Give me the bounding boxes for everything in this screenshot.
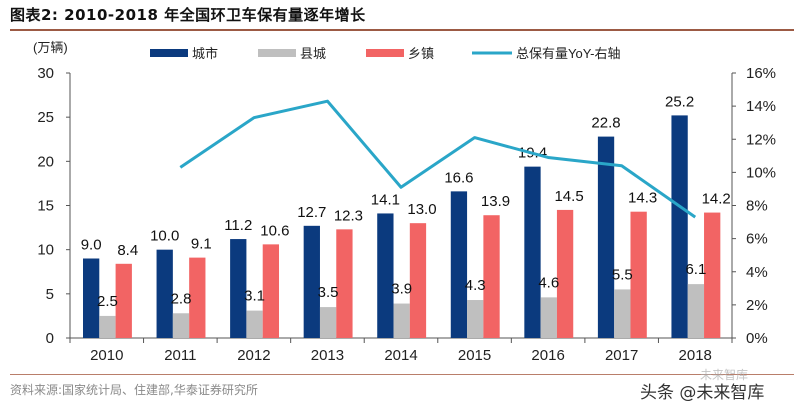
source-note: 资料来源:国家统计局、住建部,华泰证券研究所: [10, 383, 258, 397]
y-right-tick-label: 0%: [746, 330, 768, 347]
data-label-county: 3.1: [244, 288, 265, 305]
bar-city: [230, 239, 247, 338]
y-right-tick-label: 2%: [746, 297, 768, 314]
bar-county: [393, 303, 410, 338]
y-right-tick-label: 10%: [746, 164, 776, 181]
data-label-county: 5.5: [612, 266, 633, 283]
bar-town: [409, 223, 427, 338]
x-tick-label: 2016: [531, 347, 564, 364]
bar-town: [556, 209, 574, 338]
data-label-town: 13.0: [407, 201, 436, 218]
x-tick-label: 2015: [458, 347, 491, 364]
data-labels: 9.0 2.5 8.4 10.0 2.8 9.1 11.2 3.1 10.6 12.7 3.5 12.…: [81, 93, 731, 310]
data-label-town: 14.5: [554, 188, 583, 205]
y-left-tick-label: 15: [37, 198, 54, 215]
bar-city: [671, 115, 688, 339]
title-divider: [10, 29, 794, 31]
bar-county: [467, 300, 484, 338]
data-label-city: 25.2: [665, 93, 694, 110]
data-label-town: 12.3: [334, 207, 363, 224]
data-label-city: 22.8: [591, 115, 620, 132]
data-label-town: 10.6: [260, 222, 289, 239]
bar-county: [172, 313, 190, 338]
data-label-city: 9.0: [81, 237, 102, 254]
bar-city: [377, 213, 394, 338]
legend-city-swatch: [150, 49, 188, 57]
bar-city: [597, 136, 615, 338]
y-right-tick-label: 16%: [746, 65, 776, 82]
x-tick-label: 2010: [90, 347, 123, 364]
bar-town: [483, 215, 500, 338]
x-tick-label: 2013: [311, 347, 344, 364]
bar-town: [189, 257, 206, 338]
watermark-faint: 未来智库: [700, 368, 749, 382]
unit-label: (万辆): [33, 40, 68, 55]
bars: [83, 115, 721, 339]
bar-town: [115, 263, 132, 338]
data-label-county: 4.6: [538, 274, 559, 291]
x-tick-label: 2011: [164, 347, 196, 364]
bar-county: [99, 315, 116, 338]
data-label-county: 2.5: [97, 293, 118, 310]
bar-county: [246, 310, 263, 338]
legend: 城市 县城 乡镇 总保有量YoY-右轴: [150, 46, 621, 61]
data-label-county: 3.9: [391, 281, 412, 298]
legend-town-label: 乡镇: [408, 46, 434, 61]
y-left-tick-label: 0: [46, 330, 54, 347]
bar-town: [262, 244, 280, 338]
bar-county: [319, 307, 337, 338]
data-label-town: 13.9: [481, 193, 510, 210]
legend-town-swatch: [366, 49, 404, 57]
data-label-city: 16.6: [444, 169, 473, 186]
data-label-town: 8.4: [117, 242, 138, 259]
bar-town: [630, 211, 647, 338]
x-tick-label: 2014: [384, 347, 417, 364]
data-label-town: 14.2: [702, 191, 731, 208]
data-label-city: 12.7: [297, 204, 326, 221]
x-tick-label: 2012: [237, 347, 270, 364]
footer-divider: [10, 374, 794, 375]
yoy-line-group: [179, 99, 697, 219]
x-tick-label: 2017: [605, 347, 638, 364]
axes: 0 5 10 15 20 25 30 0% 2% 4% 6% 8% 10% 12% 14% 16% 2010 20…: [37, 65, 776, 364]
yoy-line: [179, 99, 697, 219]
bar-city: [524, 166, 541, 338]
legend-city-label: 城市: [192, 46, 218, 61]
bar-city: [83, 258, 100, 338]
x-tick-label: 2018: [679, 347, 712, 364]
data-label-county: 6.1: [685, 261, 706, 278]
legend-county-swatch: [258, 49, 296, 57]
y-right-tick-label: 14%: [746, 98, 776, 115]
bar-town: [336, 229, 353, 338]
bar-county: [614, 289, 631, 338]
bar-town: [704, 212, 721, 338]
legend-county-label: 县城: [300, 46, 326, 61]
y-left-tick-label: 5: [46, 286, 54, 303]
bar-city: [156, 249, 173, 338]
y-right-tick-label: 4%: [746, 264, 768, 281]
y-left-tick-label: 30: [37, 65, 54, 82]
data-label-county: 2.8: [171, 290, 192, 307]
bar-county: [540, 297, 557, 338]
watermark: 头条 @未来智库: [640, 383, 765, 403]
data-label-town: 14.3: [628, 190, 657, 207]
legend-yoy-label: 总保有量YoY-右轴: [516, 46, 621, 61]
data-label-city: 14.1: [371, 191, 400, 208]
data-label-county: 3.5: [318, 284, 339, 301]
data-label-county: 4.3: [465, 277, 486, 294]
figure-title: 图表2: 2010-2018 年全国环卫车保有量逐年增长: [10, 6, 366, 24]
bar-city: [303, 225, 320, 338]
data-label-town: 9.1: [191, 236, 212, 253]
data-label-city: 11.2: [224, 217, 252, 234]
y-right-tick-label: 12%: [746, 131, 776, 148]
y-left-tick-label: 20: [37, 153, 54, 170]
bar-county: [687, 284, 705, 338]
y-right-tick-label: 8%: [746, 198, 768, 215]
y-left-tick-label: 10: [37, 242, 54, 259]
data-label-city: 10.0: [150, 228, 179, 245]
y-left-tick-label: 25: [37, 109, 54, 126]
y-right-tick-label: 6%: [746, 231, 768, 248]
bar-city: [450, 191, 468, 338]
